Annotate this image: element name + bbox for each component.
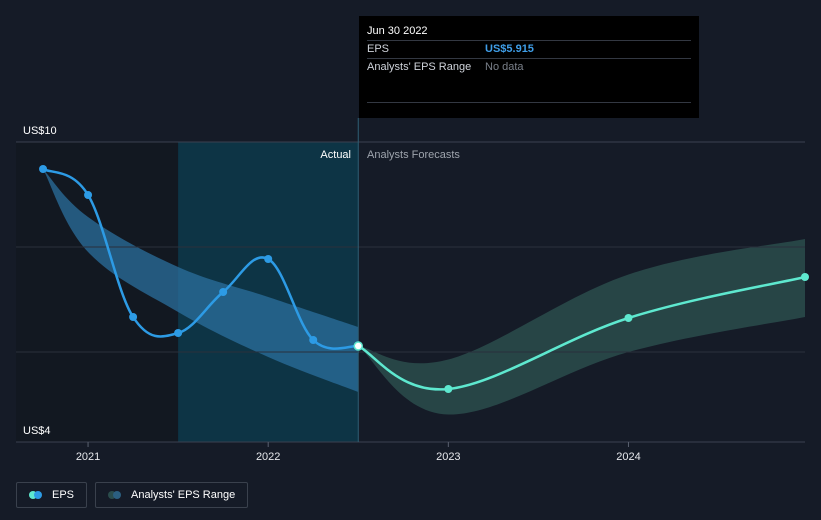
eps-point-actual-6	[309, 336, 318, 344]
actual-section-label: Actual	[320, 149, 351, 161]
range-band-actual	[43, 169, 359, 392]
eps-point-actual-4	[219, 288, 228, 296]
eps-point-forecast-1	[444, 385, 453, 393]
eps-point-actual-1	[84, 191, 93, 199]
y-axis-max-label: US$10	[23, 125, 57, 137]
tooltip-range-value: No data	[485, 61, 524, 73]
tooltip-date: Jun 30 2022	[367, 25, 428, 37]
eps-point-actual-3	[174, 329, 183, 337]
eps-chart: US$10 US$4 Actual Analysts Forecasts 202…	[16, 118, 809, 463]
eps-point-actual-2	[129, 313, 138, 321]
forecast-section-label: Analysts Forecasts	[367, 149, 460, 161]
x-tick-label-2023: 2023	[436, 451, 460, 463]
tooltip: Jun 30 2022 EPS US$5.915 Analysts' EPS R…	[359, 16, 699, 118]
tooltip-divider	[367, 76, 691, 103]
tooltip-range-row: Analysts' EPS Range No data	[367, 58, 691, 76]
eps-line-actual	[42, 167, 359, 350]
tooltip-eps-label: EPS	[367, 43, 390, 55]
legend-eps-label: EPS	[52, 489, 75, 501]
legend: EPS Analysts' EPS Range	[16, 482, 249, 508]
x-tick-label-2024: 2024	[616, 451, 640, 463]
x-tick-label-2022: 2022	[256, 451, 280, 463]
tooltip-eps-value: US$5.915	[485, 43, 534, 55]
x-tick-label-2021: 2021	[76, 451, 100, 463]
eps-point-current	[353, 341, 364, 351]
eps-point-actual-0	[39, 165, 48, 173]
y-axis-min-label: US$4	[23, 425, 51, 437]
eps-line-forecast	[357, 275, 806, 391]
eps-point-actual-5	[264, 255, 273, 263]
range-legend-icon	[108, 491, 122, 499]
eps-legend-icon	[29, 491, 43, 499]
eps-point-forecast-2	[624, 314, 633, 322]
tooltip-eps-row: EPS US$5.915	[367, 40, 691, 58]
legend-eps-toggle[interactable]: EPS	[16, 482, 88, 508]
legend-range-label: Analysts' EPS Range	[131, 489, 236, 501]
range-band-forecast	[358, 239, 805, 415]
eps-point-forecast-3	[801, 273, 809, 281]
tooltip-range-label: Analysts' EPS Range	[367, 61, 472, 73]
legend-range-toggle[interactable]: Analysts' EPS Range	[95, 482, 249, 508]
